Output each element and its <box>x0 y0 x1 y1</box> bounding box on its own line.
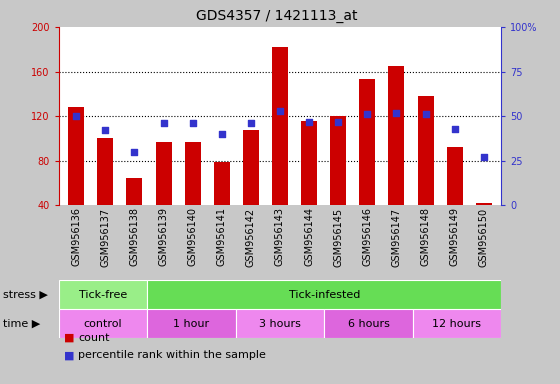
Bar <box>147 280 501 309</box>
Text: 3 hours: 3 hours <box>259 318 301 329</box>
Text: GSM956139: GSM956139 <box>158 207 169 266</box>
Text: ■: ■ <box>64 333 75 343</box>
Text: GSM956138: GSM956138 <box>129 207 139 266</box>
Text: ■: ■ <box>64 350 75 360</box>
Text: GSM956143: GSM956143 <box>275 207 285 266</box>
Point <box>130 149 139 155</box>
Bar <box>476 203 492 205</box>
Point <box>101 127 110 134</box>
Bar <box>447 147 463 205</box>
Text: GSM956142: GSM956142 <box>246 207 256 266</box>
Text: control: control <box>84 318 122 329</box>
Bar <box>301 121 317 205</box>
Bar <box>360 79 375 205</box>
Point <box>246 120 255 126</box>
Text: 12 hours: 12 hours <box>432 318 482 329</box>
Point <box>276 108 284 114</box>
Text: GSM956137: GSM956137 <box>100 207 110 266</box>
Bar <box>156 142 171 205</box>
Text: Tick-infested: Tick-infested <box>288 290 360 300</box>
Bar <box>389 66 404 205</box>
Bar <box>214 162 230 205</box>
Bar <box>59 309 147 338</box>
Point <box>305 118 314 124</box>
Bar <box>97 139 113 205</box>
Point <box>450 126 459 132</box>
Point <box>188 120 197 126</box>
Text: 6 hours: 6 hours <box>348 318 389 329</box>
Text: GDS4357 / 1421113_at: GDS4357 / 1421113_at <box>196 9 357 23</box>
Bar <box>272 47 288 205</box>
Text: GSM956149: GSM956149 <box>450 207 460 266</box>
Bar <box>324 309 413 338</box>
Text: GSM956141: GSM956141 <box>217 207 227 266</box>
Text: time ▶: time ▶ <box>3 318 40 329</box>
Text: Tick-free: Tick-free <box>79 290 127 300</box>
Text: GSM956146: GSM956146 <box>362 207 372 266</box>
Bar <box>185 142 200 205</box>
Point <box>363 111 372 118</box>
Point <box>479 154 488 160</box>
Text: percentile rank within the sample: percentile rank within the sample <box>78 350 266 360</box>
Point <box>159 120 168 126</box>
Bar <box>243 129 259 205</box>
Text: 1 hour: 1 hour <box>174 318 209 329</box>
Text: GSM956144: GSM956144 <box>304 207 314 266</box>
Bar <box>147 309 236 338</box>
Bar <box>127 177 142 205</box>
Text: GSM956150: GSM956150 <box>479 207 489 266</box>
Text: stress ▶: stress ▶ <box>3 290 48 300</box>
Point <box>217 131 226 137</box>
Point <box>334 118 343 124</box>
Text: GSM956136: GSM956136 <box>71 207 81 266</box>
Point <box>72 113 81 119</box>
Text: GSM956145: GSM956145 <box>333 207 343 266</box>
Bar <box>330 116 346 205</box>
Bar <box>413 309 501 338</box>
Text: count: count <box>78 333 110 343</box>
Text: GSM956147: GSM956147 <box>391 207 402 266</box>
Text: GSM956140: GSM956140 <box>188 207 198 266</box>
Bar <box>68 107 84 205</box>
Bar <box>59 280 147 309</box>
Point <box>392 109 401 116</box>
Bar <box>236 309 324 338</box>
Point <box>421 111 430 118</box>
Text: GSM956148: GSM956148 <box>421 207 431 266</box>
Bar <box>418 96 433 205</box>
